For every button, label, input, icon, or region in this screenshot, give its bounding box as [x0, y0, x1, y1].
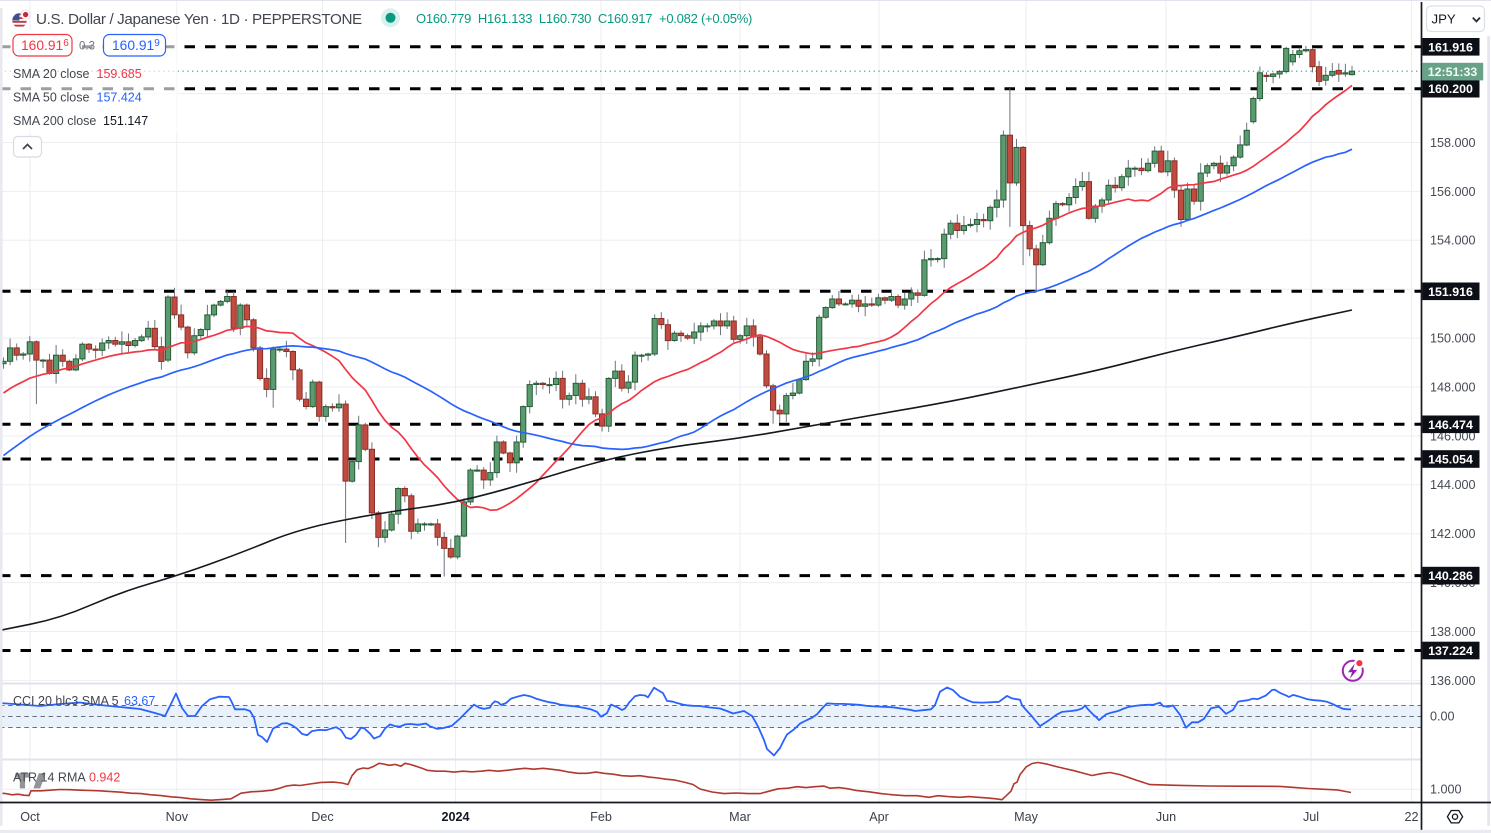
svg-text:Dec: Dec	[311, 810, 333, 824]
svg-text:142.000: 142.000	[1430, 527, 1476, 541]
svg-text:0.00: 0.00	[1430, 710, 1455, 724]
svg-text:161.916: 161.916	[1428, 40, 1473, 54]
svg-text:ATR 14 RMA: ATR 14 RMA	[13, 771, 86, 785]
svg-text:160.919: 160.919	[112, 38, 160, 53]
svg-text:Nov: Nov	[166, 810, 189, 824]
svg-text:Jun: Jun	[1156, 810, 1176, 824]
svg-text:Jul: Jul	[1303, 810, 1319, 824]
svg-text:144.000: 144.000	[1430, 478, 1476, 492]
svg-text:0.942: 0.942	[89, 771, 120, 785]
svg-text:160.916: 160.916	[21, 38, 69, 53]
svg-text:0.3: 0.3	[79, 41, 95, 53]
svg-text:151.147: 151.147	[103, 114, 148, 128]
svg-text:CCI 20 hlc3 SMA 5: CCI 20 hlc3 SMA 5	[13, 694, 119, 708]
svg-text:146.474: 146.474	[1428, 418, 1473, 432]
svg-text:Mar: Mar	[729, 810, 751, 824]
svg-text:22: 22	[1404, 810, 1418, 824]
svg-text:157.424: 157.424	[97, 91, 142, 105]
svg-text:12:51:33: 12:51:33	[1428, 65, 1478, 79]
svg-text:137.224: 137.224	[1428, 644, 1473, 658]
svg-text:1.000: 1.000	[1430, 783, 1462, 797]
svg-text:Apr: Apr	[869, 810, 889, 824]
svg-text:140.286: 140.286	[1428, 569, 1473, 583]
svg-text:159.685: 159.685	[97, 67, 142, 81]
svg-text:148.000: 148.000	[1430, 380, 1476, 394]
svg-text:158.000: 158.000	[1430, 136, 1476, 150]
svg-text:Oct: Oct	[20, 810, 40, 824]
svg-text:U.S. Dollar / Japanese Yen · 1: U.S. Dollar / Japanese Yen · 1D · PEPPER…	[36, 11, 362, 28]
svg-text:145.054: 145.054	[1428, 453, 1473, 467]
svg-text:JPY: JPY	[1432, 12, 1456, 27]
svg-text:O160.779 H161.133 L160.730: O160.779 H161.133 L160.730 C160.917 +0.0…	[416, 11, 752, 26]
svg-text:2024: 2024	[441, 810, 469, 824]
svg-text:160.200: 160.200	[1428, 82, 1473, 96]
svg-text:154.000: 154.000	[1430, 234, 1476, 248]
svg-text:SMA 50 close: SMA 50 close	[13, 91, 89, 105]
svg-text:151.916: 151.916	[1428, 285, 1473, 299]
svg-text:156.000: 156.000	[1430, 185, 1476, 199]
svg-text:SMA 20 close: SMA 20 close	[13, 67, 89, 81]
svg-text:138.000: 138.000	[1430, 625, 1476, 639]
svg-text:150.000: 150.000	[1430, 332, 1476, 346]
svg-text:May: May	[1014, 810, 1038, 824]
svg-text:Feb: Feb	[590, 810, 612, 824]
svg-text:136.000: 136.000	[1430, 674, 1476, 688]
svg-text:63.67: 63.67	[124, 694, 155, 708]
svg-text:SMA 200 close: SMA 200 close	[13, 114, 96, 128]
